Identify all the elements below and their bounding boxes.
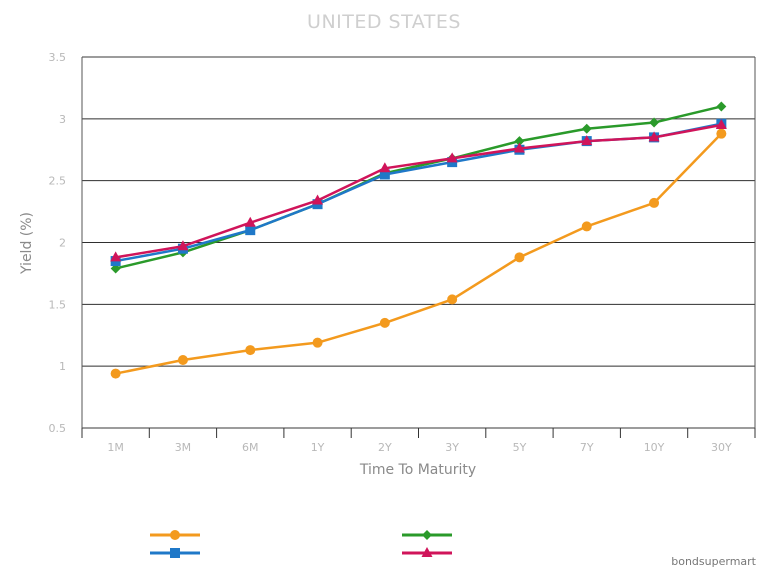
data-point [581, 221, 592, 232]
legend-item-4[interactable] [402, 547, 452, 557]
x-tick-label: 3Y [445, 441, 459, 454]
data-point [715, 119, 727, 130]
data-point [245, 345, 256, 356]
data-point [649, 117, 660, 128]
x-axis-label: Time To Maturity [359, 462, 476, 478]
data-point [379, 317, 390, 328]
legend-item-2[interactable] [402, 530, 452, 540]
x-tick-label: 2Y [378, 441, 392, 454]
data-point [110, 251, 122, 262]
series-1 [110, 128, 727, 379]
x-tick-label: 30Y [711, 441, 732, 454]
x-tick-label: 3M [175, 441, 192, 454]
data-point [581, 123, 592, 134]
data-point [716, 101, 727, 112]
series-line [115, 122, 722, 263]
y-tick-label: 1.5 [49, 298, 67, 311]
series-4 [110, 119, 727, 262]
y-tick-label: 3 [59, 113, 66, 126]
y-axis-ticks: 0.5 1 1.5 2 2.5 3 3.5 [49, 51, 67, 435]
data-point [513, 142, 525, 153]
x-axis-ticks: 1M 3M 6M 1Y 2Y 3Y 5Y 7Y 10Y 30Y [81, 428, 756, 454]
data-point [379, 162, 391, 173]
y-tick-label: 2.5 [49, 175, 67, 188]
data-point [514, 136, 525, 147]
y-tick-label: 1 [59, 360, 66, 373]
x-tick-label: 1Y [311, 441, 325, 454]
y-tick-label: 2 [59, 237, 66, 250]
legend-item-3[interactable] [150, 548, 200, 558]
y-tick-label: 0.5 [49, 422, 67, 435]
data-point [648, 131, 660, 142]
data-point [716, 128, 727, 139]
data-point [649, 197, 660, 208]
data-point [177, 354, 188, 365]
chart-title: UNITED STATES [307, 11, 461, 33]
data-point [312, 337, 323, 348]
data-point [447, 294, 458, 305]
data-point [446, 152, 458, 163]
legend[interactable] [150, 530, 452, 558]
legend-marker [421, 547, 433, 557]
series-2 [110, 101, 727, 274]
legend-marker [170, 530, 180, 540]
series-line [115, 132, 723, 375]
legend-item-1[interactable] [150, 530, 200, 540]
x-tick-label: 10Y [644, 441, 665, 454]
data-point [581, 135, 593, 146]
series-line [115, 105, 722, 270]
x-tick-label: 1M [107, 441, 124, 454]
legend-marker [170, 548, 180, 558]
data-point [379, 169, 390, 180]
data-point [312, 194, 324, 205]
x-tick-label: 7Y [580, 441, 594, 454]
legend-marker [422, 530, 432, 540]
x-tick-label: 6M [242, 441, 259, 454]
data-point [514, 252, 525, 263]
series-line [115, 123, 722, 259]
x-tick-label: 5Y [513, 441, 527, 454]
data-point [110, 368, 121, 379]
series-3 [110, 118, 727, 267]
data-point [177, 240, 189, 251]
y-tick-label: 3.5 [49, 51, 67, 64]
data-point [244, 216, 256, 227]
data-point [245, 225, 256, 236]
series-group [110, 101, 727, 379]
y-axis-label: Yield (%) [19, 212, 35, 275]
source-credit: bondsupermart [671, 555, 756, 568]
